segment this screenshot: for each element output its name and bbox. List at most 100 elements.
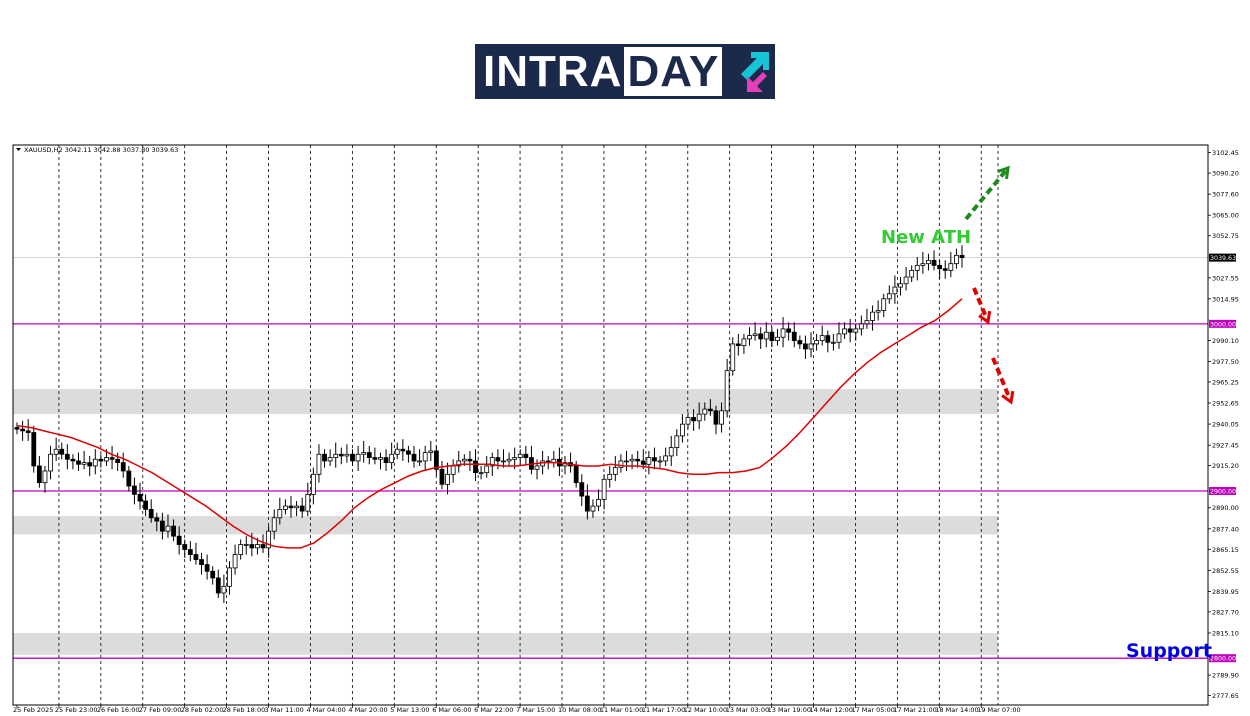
candle [741, 333, 747, 354]
x-tick-label: 5 Mar 13:00 [390, 706, 429, 714]
candle-body-up [914, 264, 920, 271]
candle [590, 499, 596, 518]
x-tick-label: 13 Mar 19:00 [768, 706, 811, 714]
candle [858, 315, 864, 336]
candle [64, 444, 70, 470]
candle [266, 526, 272, 558]
candle-body-up [327, 457, 333, 462]
arrow-bearish-1-shaft [972, 287, 990, 323]
candle-body-up [361, 452, 367, 455]
candle [791, 322, 797, 348]
candle [674, 429, 680, 456]
x-tick-label: 4 Mar 20:00 [348, 706, 387, 714]
candle [847, 318, 853, 343]
arrow-bullish [964, 165, 1010, 221]
candle-body-up [842, 328, 847, 335]
candle [165, 514, 171, 538]
candle-body-down [439, 468, 445, 485]
candle [288, 496, 294, 518]
candle [143, 494, 149, 517]
candle-body-up [417, 460, 423, 463]
candle-body-down [260, 544, 266, 549]
candle-body-down [786, 328, 792, 333]
annotation-new-ath: New ATH [881, 227, 971, 248]
candle-body-down [959, 254, 965, 259]
arrow-bearish-2-shaft [991, 357, 1013, 403]
candle [584, 484, 590, 520]
y-tick-label: 3090.20 [1212, 170, 1239, 178]
candle [484, 455, 490, 478]
y-tick-label: 2827.70 [1212, 608, 1239, 616]
annotation-support: Support [1126, 640, 1212, 662]
candle [305, 482, 311, 517]
candle [668, 435, 674, 466]
intraday-logo: INTRA DAY [475, 44, 775, 99]
x-tick-label: 18 Mar 14:00 [935, 706, 978, 714]
candle-body-up [858, 323, 864, 330]
candle [187, 541, 193, 562]
candle [378, 452, 383, 470]
candle-body-down [36, 465, 42, 484]
candle-body-down [640, 460, 646, 465]
candle [126, 465, 132, 492]
arrow-bullish-head [997, 165, 1010, 180]
x-tick-label: 11 Mar 01:00 [600, 706, 643, 714]
candle [70, 454, 76, 470]
candle-body-down [400, 448, 406, 452]
candle [758, 327, 764, 349]
candle [350, 449, 355, 466]
candle-body-down [187, 549, 193, 555]
x-tick-label: 6 Mar 06:00 [432, 706, 471, 714]
candle [612, 455, 618, 481]
candle [523, 445, 529, 465]
y-tick-label: 3102.45 [1212, 149, 1239, 157]
level-label-0: 3000.00 [1210, 321, 1236, 328]
moving-average-line [16, 298, 963, 549]
candle-body-down [132, 485, 137, 495]
candle [53, 437, 59, 461]
candle [372, 447, 378, 465]
candle [836, 322, 842, 349]
x-tick-label: 14 Mar 12:00 [810, 706, 853, 714]
candle-body-up [898, 283, 903, 288]
candle-body-up [266, 530, 272, 549]
candle-body-down [159, 520, 165, 532]
candle [730, 337, 736, 376]
candle-body-down [249, 544, 255, 549]
candle-body-down [931, 259, 937, 266]
candle [271, 509, 277, 540]
x-tick-label: 4 Mar 04:00 [306, 706, 345, 714]
zone-2 [13, 633, 998, 655]
candle-body-up [819, 335, 825, 341]
candle-body-up [422, 452, 428, 462]
arrow-bearish-1 [972, 287, 992, 325]
y-tick-label: 3027.55 [1212, 274, 1239, 282]
candle [652, 447, 657, 470]
candle-body-down [288, 505, 294, 509]
candle [556, 447, 562, 476]
y-tick-label: 2927.45 [1212, 442, 1239, 450]
x-tick-label: 19 Mar 07:00 [977, 706, 1020, 714]
symbol-menu-icon[interactable] [16, 148, 21, 151]
candle-body-up [484, 465, 490, 474]
y-tick-label: 2890.00 [1212, 504, 1239, 512]
candle-body-down [573, 465, 579, 484]
candle [478, 465, 484, 480]
candle [98, 454, 104, 468]
candle [506, 452, 512, 466]
candle-body-up [601, 478, 607, 500]
candle [780, 317, 786, 348]
candle [562, 455, 568, 475]
candle [685, 412, 691, 430]
candle-body-down [713, 410, 719, 425]
candle [959, 245, 965, 268]
candle [406, 445, 411, 463]
ma-layer [16, 298, 963, 549]
candle-body-down [137, 493, 143, 502]
candle [775, 328, 780, 346]
candle [227, 561, 232, 595]
candle-body-up [747, 335, 752, 340]
candle [394, 442, 400, 460]
candle [942, 260, 948, 279]
x-tick-label: 28 Feb 02:00 [181, 706, 224, 714]
